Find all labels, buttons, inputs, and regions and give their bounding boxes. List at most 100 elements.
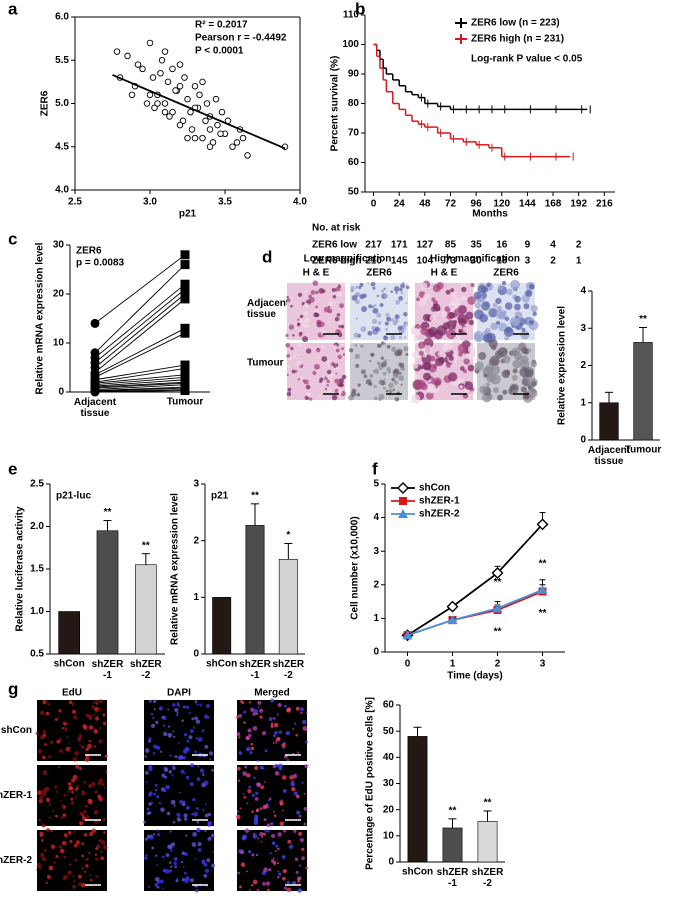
micrograph-texture: [418, 350, 424, 356]
micrograph-texture: [264, 829, 268, 833]
micrograph-texture: [243, 721, 246, 724]
micrograph-texture: [425, 383, 437, 394]
micrograph-texture: [163, 731, 168, 737]
micrograph-texture: [36, 862, 42, 868]
micrograph-texture: [39, 710, 45, 716]
micrograph-texture: [437, 351, 442, 357]
micrograph-texture: [56, 739, 61, 744]
micrograph-texture: [161, 715, 165, 719]
micrograph-texture: [182, 749, 188, 754]
micrograph-texture: [287, 839, 292, 844]
micrograph-texture: [412, 328, 421, 337]
micrograph-texture: [263, 867, 268, 873]
micrograph-texture: [42, 770, 48, 776]
micrograph-texture: [103, 830, 106, 834]
micrograph-texture: [303, 806, 308, 811]
micrograph-texture: [386, 316, 392, 322]
micrograph-texture: [307, 363, 310, 366]
legend-marker: [397, 482, 409, 494]
x-tick-label: 4.0: [293, 197, 307, 208]
point: [188, 126, 196, 133]
micrograph-texture: [195, 702, 197, 705]
micrograph-texture: [154, 882, 159, 887]
micrograph-texture: [265, 803, 269, 806]
micrograph-texture: [247, 728, 252, 733]
micrograph-texture: [175, 879, 179, 883]
micrograph-texture: [144, 856, 148, 860]
significance: **: [494, 627, 502, 638]
micrograph-texture: [327, 305, 331, 309]
micrograph-texture: [259, 715, 263, 719]
micrograph-texture: [195, 719, 201, 724]
y-tick-label: 90: [348, 69, 360, 80]
micrograph-texture: [180, 860, 184, 864]
y-tick-label: 0: [373, 647, 379, 658]
micrograph-texture: [297, 343, 302, 348]
micrograph-texture: [204, 813, 209, 818]
micrograph-texture: [496, 305, 503, 312]
micrograph-texture: [379, 368, 382, 371]
y-tick-label: 1: [193, 592, 199, 603]
micrograph-texture: [530, 304, 538, 313]
micrograph-texture: [319, 377, 324, 382]
micrograph-texture: [299, 838, 304, 843]
x-tick-label: 168: [545, 199, 562, 210]
pair-line: [94, 389, 186, 392]
micrograph-texture: [201, 773, 205, 776]
micrograph-texture: [448, 312, 455, 319]
micrograph-texture: [272, 742, 275, 745]
micrograph-texture: [383, 342, 386, 345]
y-tick-label: 100: [342, 39, 359, 50]
micrograph-texture: [252, 879, 258, 885]
micrograph-texture: [293, 829, 297, 833]
micrograph-texture: [159, 750, 163, 753]
micrograph-texture: [41, 734, 45, 737]
micrograph-texture: [197, 848, 202, 853]
micrograph-texture: [183, 813, 188, 818]
point: [180, 363, 190, 373]
micrograph-texture: [286, 880, 290, 885]
micrograph-texture: [73, 843, 78, 848]
micrograph-texture: [512, 368, 518, 374]
micrograph-texture: [267, 830, 270, 833]
row-label: Tumour: [247, 358, 284, 369]
micrograph-texture: [94, 716, 100, 721]
micrograph-texture: [300, 376, 304, 380]
micrograph-texture: [373, 368, 380, 375]
micrograph-texture: [246, 773, 251, 778]
micrograph-texture: [270, 724, 274, 728]
micrograph-texture: [74, 858, 78, 862]
micrograph-texture: [392, 320, 398, 326]
micrograph-texture: [293, 353, 299, 359]
x-tick-label: 2.5: [68, 197, 82, 208]
x-tick-label: 216: [596, 199, 613, 210]
significance: *: [286, 530, 290, 541]
micrograph-texture: [355, 317, 358, 320]
column-header: ZER6: [366, 268, 392, 279]
micrograph-texture: [286, 391, 292, 397]
micrograph-texture: [87, 798, 92, 803]
micrograph-texture: [157, 833, 161, 837]
y-tick-label: 6.0: [55, 12, 69, 23]
x-tick-label: shZER -2: [130, 659, 162, 681]
micrograph-texture: [87, 743, 92, 749]
micrograph-texture: [283, 886, 288, 890]
micrograph-texture: [60, 800, 63, 803]
micrograph-texture: [259, 708, 264, 713]
micrograph-texture: [77, 874, 82, 879]
micrograph-texture: [185, 834, 188, 837]
micrograph-texture: [392, 388, 396, 391]
micrograph-texture: [394, 350, 401, 357]
micrograph-texture: [392, 372, 399, 379]
micrograph-texture: [460, 282, 466, 288]
micrograph-texture: [324, 388, 327, 391]
micrograph-texture: [286, 759, 290, 762]
micrograph-texture: [176, 701, 179, 705]
micrograph-texture: [309, 397, 313, 401]
micrograph-texture: [326, 384, 329, 387]
micrograph-texture: [240, 850, 245, 855]
micrograph-texture: [326, 375, 330, 378]
micrograph-texture: [312, 280, 319, 286]
micrograph-texture: [262, 882, 266, 886]
bar: [278, 559, 298, 655]
